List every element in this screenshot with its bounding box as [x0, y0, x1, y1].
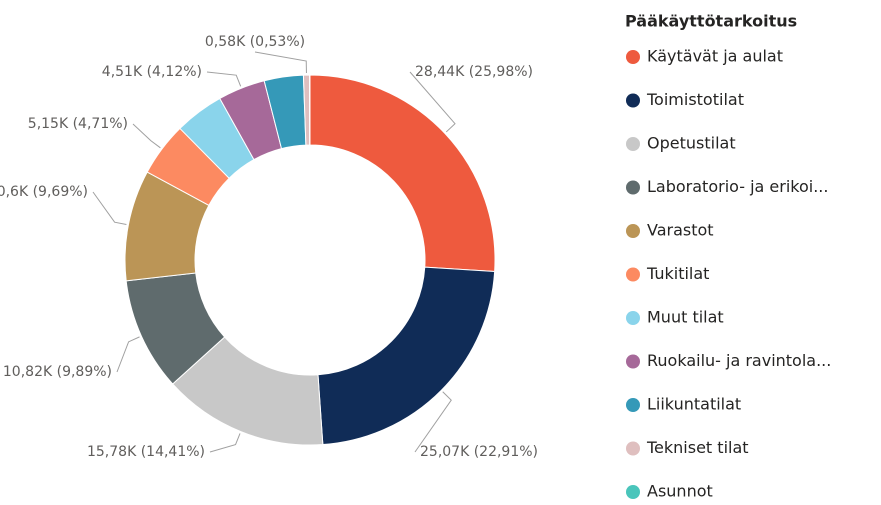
- legend-label: Tekniset tilat: [646, 438, 749, 457]
- legend-title: Pääkäyttötarkoitus: [625, 12, 797, 31]
- data-label: 25,07K (22,91%): [420, 444, 538, 460]
- legend-marker: [626, 311, 640, 325]
- donut-slice: [317, 266, 496, 446]
- data-label: 28,44K (25,98%): [415, 64, 533, 80]
- leader-line: [116, 336, 140, 373]
- leader-line: [132, 123, 161, 149]
- legend-marker: [626, 137, 640, 151]
- legend-marker: [626, 50, 640, 64]
- leader-line: [254, 51, 307, 74]
- legend-marker: [626, 398, 640, 412]
- leader-line: [209, 433, 241, 453]
- leader-line: [206, 71, 242, 87]
- legend-marker: [626, 441, 640, 456]
- legend-marker: [626, 180, 640, 195]
- leader-line: [409, 71, 456, 133]
- legend-label: Ruokailu- ja ravintola...: [647, 351, 831, 370]
- donut-slice: [309, 74, 496, 272]
- legend-marker: [626, 224, 640, 238]
- legend-label: Liikuntatilat: [647, 395, 741, 414]
- legend-marker: [626, 354, 640, 369]
- legend-label: Toimistotilat: [646, 90, 744, 109]
- legend-label: Asunnot: [647, 482, 713, 501]
- data-label: 5,15K (4,71%): [28, 116, 128, 132]
- legend-label: Muut tilat: [647, 308, 724, 327]
- legend-marker: [626, 485, 640, 499]
- data-label: 10,82K (9,89%): [3, 364, 112, 380]
- legend-marker: [626, 93, 640, 108]
- legend-label: Käytävät ja aulat: [647, 47, 783, 66]
- legend-label: Opetustilat: [647, 134, 736, 153]
- data-label: 0,58K (0,53%): [205, 34, 305, 50]
- leader-line: [92, 191, 127, 225]
- legend-label: Varastot: [647, 221, 714, 240]
- data-label: 15,78K (14,41%): [87, 444, 205, 460]
- legend-label: Tukitilat: [646, 264, 709, 283]
- data-label: 4,51K (4,12%): [102, 64, 202, 80]
- leader-line: [414, 391, 452, 453]
- data-label: 10,6K (9,69%): [0, 184, 88, 200]
- legend-label: Laboratorio- ja erikoi...: [647, 177, 828, 196]
- legend-marker: [626, 267, 640, 282]
